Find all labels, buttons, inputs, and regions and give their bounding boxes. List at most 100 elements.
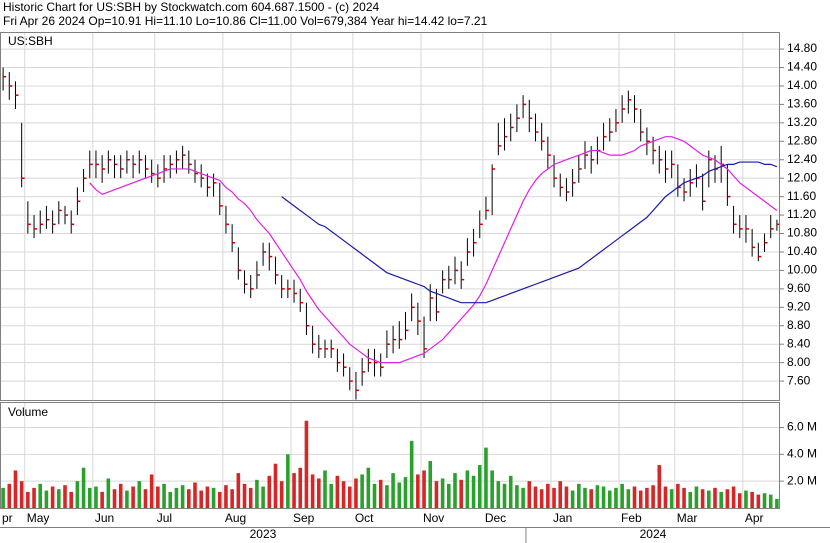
volume-bar bbox=[409, 440, 414, 508]
volume-bar bbox=[267, 475, 272, 508]
volume-bar bbox=[490, 470, 494, 508]
volume-bar bbox=[614, 487, 618, 508]
x-tick-label: pr bbox=[2, 511, 13, 525]
y-tick-label: 14.00 bbox=[787, 78, 817, 92]
volume-frame bbox=[0, 402, 780, 509]
x-tick-label: Feb bbox=[621, 511, 642, 525]
volume-bar bbox=[137, 481, 142, 508]
volume-bar bbox=[750, 491, 754, 508]
volume-bar bbox=[638, 490, 643, 508]
volume-bar bbox=[477, 465, 482, 508]
volume-bar bbox=[354, 478, 358, 508]
volume-bar bbox=[694, 486, 699, 508]
volume-label: Volume bbox=[8, 405, 48, 419]
x-tick-label: Nov bbox=[423, 511, 444, 525]
volume-bar bbox=[521, 487, 525, 508]
y-tick-label: 13.20 bbox=[787, 115, 817, 129]
volume-bar bbox=[422, 470, 426, 508]
volume-bar bbox=[143, 489, 148, 508]
volume-bar bbox=[211, 487, 216, 508]
volume-bar bbox=[87, 487, 92, 508]
chart-subtitle: Fri Apr 26 2024 Op=10.91 Hi=11.10 Lo=10.… bbox=[3, 14, 488, 28]
volume-bar bbox=[403, 477, 408, 508]
volume-bar bbox=[762, 493, 767, 508]
volume-bar bbox=[100, 491, 104, 508]
volume-bar bbox=[484, 447, 488, 508]
volume-bar bbox=[651, 485, 655, 508]
x-tick-label: Oct bbox=[355, 511, 374, 525]
volume-bar bbox=[471, 475, 476, 508]
volume-bar bbox=[688, 491, 693, 508]
volume-bar bbox=[707, 490, 711, 508]
volume-bar bbox=[310, 474, 315, 508]
y-tick-label: 2.0 M bbox=[787, 473, 817, 487]
volume-bar bbox=[75, 481, 80, 508]
volume-bar bbox=[744, 490, 748, 508]
volume-bar bbox=[236, 473, 241, 508]
x-tick-label: Dec bbox=[485, 511, 506, 525]
volume-bar bbox=[230, 489, 234, 508]
volume-bar bbox=[663, 486, 668, 508]
volume-bar bbox=[552, 487, 556, 508]
volume-bar bbox=[768, 494, 773, 508]
volume-bar bbox=[261, 486, 265, 508]
chart-title: Historic Chart for US:SBH by Stockwatch.… bbox=[3, 0, 379, 14]
volume-bar bbox=[341, 481, 346, 508]
volume-bar bbox=[731, 486, 736, 508]
grid bbox=[0, 32, 780, 508]
volume-bar bbox=[713, 487, 717, 508]
volume-bar bbox=[564, 486, 569, 508]
volume-bar bbox=[106, 478, 111, 508]
x-tick-label: Jul bbox=[157, 511, 172, 525]
y-tick-label: 9.60 bbox=[787, 281, 811, 295]
year-label: 2024 bbox=[640, 527, 667, 541]
volume-bar bbox=[162, 483, 166, 508]
volume-bar bbox=[620, 483, 624, 508]
volume-bar bbox=[459, 479, 463, 508]
volume-bar bbox=[657, 465, 662, 508]
volume-bar bbox=[26, 491, 30, 508]
y-tick-label: 8.00 bbox=[787, 355, 811, 369]
volume-bar bbox=[372, 483, 377, 508]
moving-average bbox=[281, 161, 778, 304]
volume-bar bbox=[434, 481, 439, 508]
volume-bar bbox=[539, 489, 544, 508]
volume-bar bbox=[180, 485, 185, 508]
year-label: 2023 bbox=[250, 527, 277, 541]
volume-bar bbox=[273, 463, 278, 508]
volume-bar bbox=[156, 486, 160, 508]
x-tick-label: Mar bbox=[677, 511, 698, 525]
volume-bar bbox=[335, 475, 340, 508]
volume-bar bbox=[279, 481, 284, 508]
y-tick-label: 12.00 bbox=[787, 170, 817, 184]
volume-bar bbox=[416, 474, 420, 508]
volume-bar bbox=[174, 487, 179, 508]
volume-bar bbox=[149, 474, 154, 508]
volume-bar bbox=[515, 485, 519, 508]
volume-bar bbox=[193, 482, 197, 508]
volume-bar bbox=[32, 487, 36, 508]
volume-bar bbox=[737, 493, 742, 508]
y-tick-label: 10.00 bbox=[787, 263, 817, 277]
symbol-label: US:SBH bbox=[8, 34, 53, 48]
volume-bar bbox=[508, 475, 513, 508]
moving-average bbox=[89, 136, 778, 364]
volume-bar bbox=[583, 487, 587, 508]
volume-bar bbox=[1, 487, 5, 508]
y-tick-label: 10.40 bbox=[787, 244, 817, 258]
volume-bar bbox=[69, 491, 73, 508]
volume-bar bbox=[570, 490, 575, 508]
y-tick-label: 14.80 bbox=[787, 41, 817, 55]
y-tick-label: 11.60 bbox=[787, 189, 816, 203]
volume-bar bbox=[589, 489, 593, 508]
volume-bar bbox=[292, 473, 296, 508]
volume-bar bbox=[533, 486, 538, 508]
x-tick-label: Apr bbox=[745, 511, 764, 525]
volume-bar bbox=[453, 473, 457, 508]
volume-bar bbox=[756, 494, 761, 508]
x-tick-label: Sep bbox=[293, 511, 315, 525]
volume-bar bbox=[546, 483, 550, 508]
volume-bar bbox=[57, 489, 61, 508]
volume-bar bbox=[7, 483, 12, 508]
volume-bar bbox=[607, 490, 612, 508]
